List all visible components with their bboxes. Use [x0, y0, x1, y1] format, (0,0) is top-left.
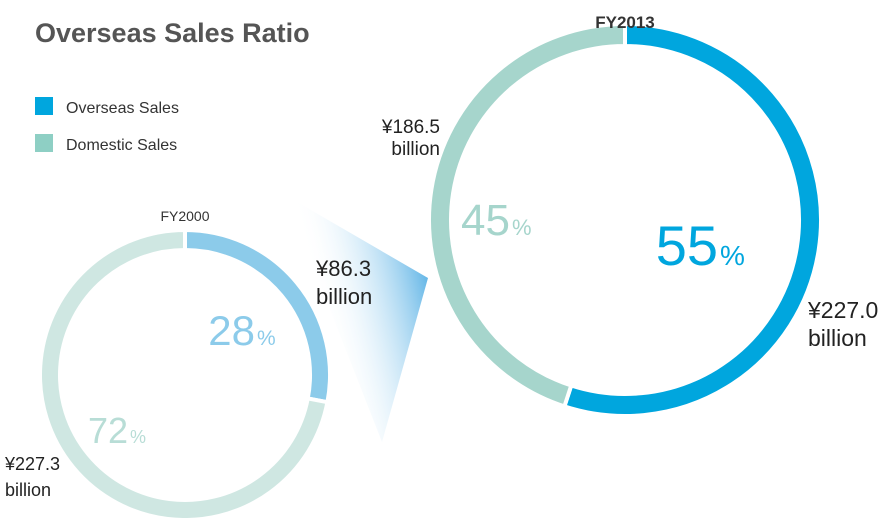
legend-label: Overseas Sales — [66, 100, 179, 117]
amount-label: billion — [5, 480, 51, 500]
chart-title: FY2000 — [160, 208, 209, 224]
legend: Overseas Sales Domestic Sales — [35, 97, 179, 154]
percent-unit: % — [130, 427, 146, 447]
amount-label: ¥186.5 — [381, 117, 440, 138]
percent-label: 28 — [208, 307, 255, 354]
amount-label: ¥86.3 — [315, 256, 371, 281]
percent-label: 45 — [461, 196, 510, 245]
donut-segment — [183, 227, 332, 405]
amount-label: billion — [391, 139, 440, 160]
legend-swatch — [35, 134, 53, 152]
page-title: Overseas Sales Ratio — [35, 18, 310, 48]
amount-label: billion — [316, 284, 372, 309]
percent-label: 55 — [656, 214, 718, 277]
donut-segment — [427, 21, 627, 409]
legend-swatch — [35, 97, 53, 115]
zoom-wedge — [285, 195, 428, 442]
amount-label: billion — [808, 325, 867, 351]
percent-unit: % — [512, 215, 532, 240]
amount-label: ¥227.3 — [4, 454, 60, 474]
percent-unit: % — [257, 327, 276, 350]
percent-label: 72 — [88, 410, 128, 451]
amount-label: ¥227.0 — [807, 297, 878, 323]
chart-title: FY2013 — [595, 13, 655, 32]
donut-segment — [38, 227, 330, 518]
percent-unit: % — [720, 240, 745, 271]
legend-label: Domestic Sales — [66, 137, 177, 154]
